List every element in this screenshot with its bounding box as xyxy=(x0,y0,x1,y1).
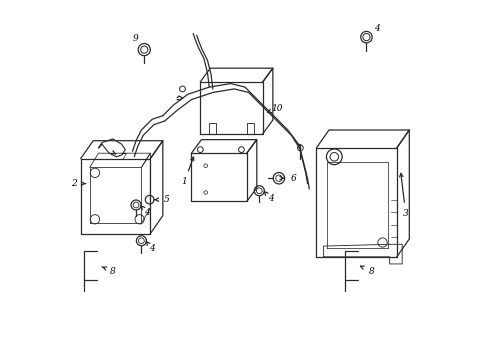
Text: 10: 10 xyxy=(271,104,283,113)
Text: 3: 3 xyxy=(403,210,409,219)
Text: 1: 1 xyxy=(181,177,187,186)
Text: 8: 8 xyxy=(369,267,375,276)
Text: 5: 5 xyxy=(164,195,169,204)
Text: 7: 7 xyxy=(121,153,126,162)
Text: 8: 8 xyxy=(110,267,116,276)
Text: 4: 4 xyxy=(268,194,273,203)
Text: 4: 4 xyxy=(373,24,379,33)
Text: 4: 4 xyxy=(149,244,155,253)
Text: 4: 4 xyxy=(144,208,149,217)
Text: 6: 6 xyxy=(291,174,296,183)
Text: 2: 2 xyxy=(71,179,76,188)
Text: 9: 9 xyxy=(133,35,139,44)
